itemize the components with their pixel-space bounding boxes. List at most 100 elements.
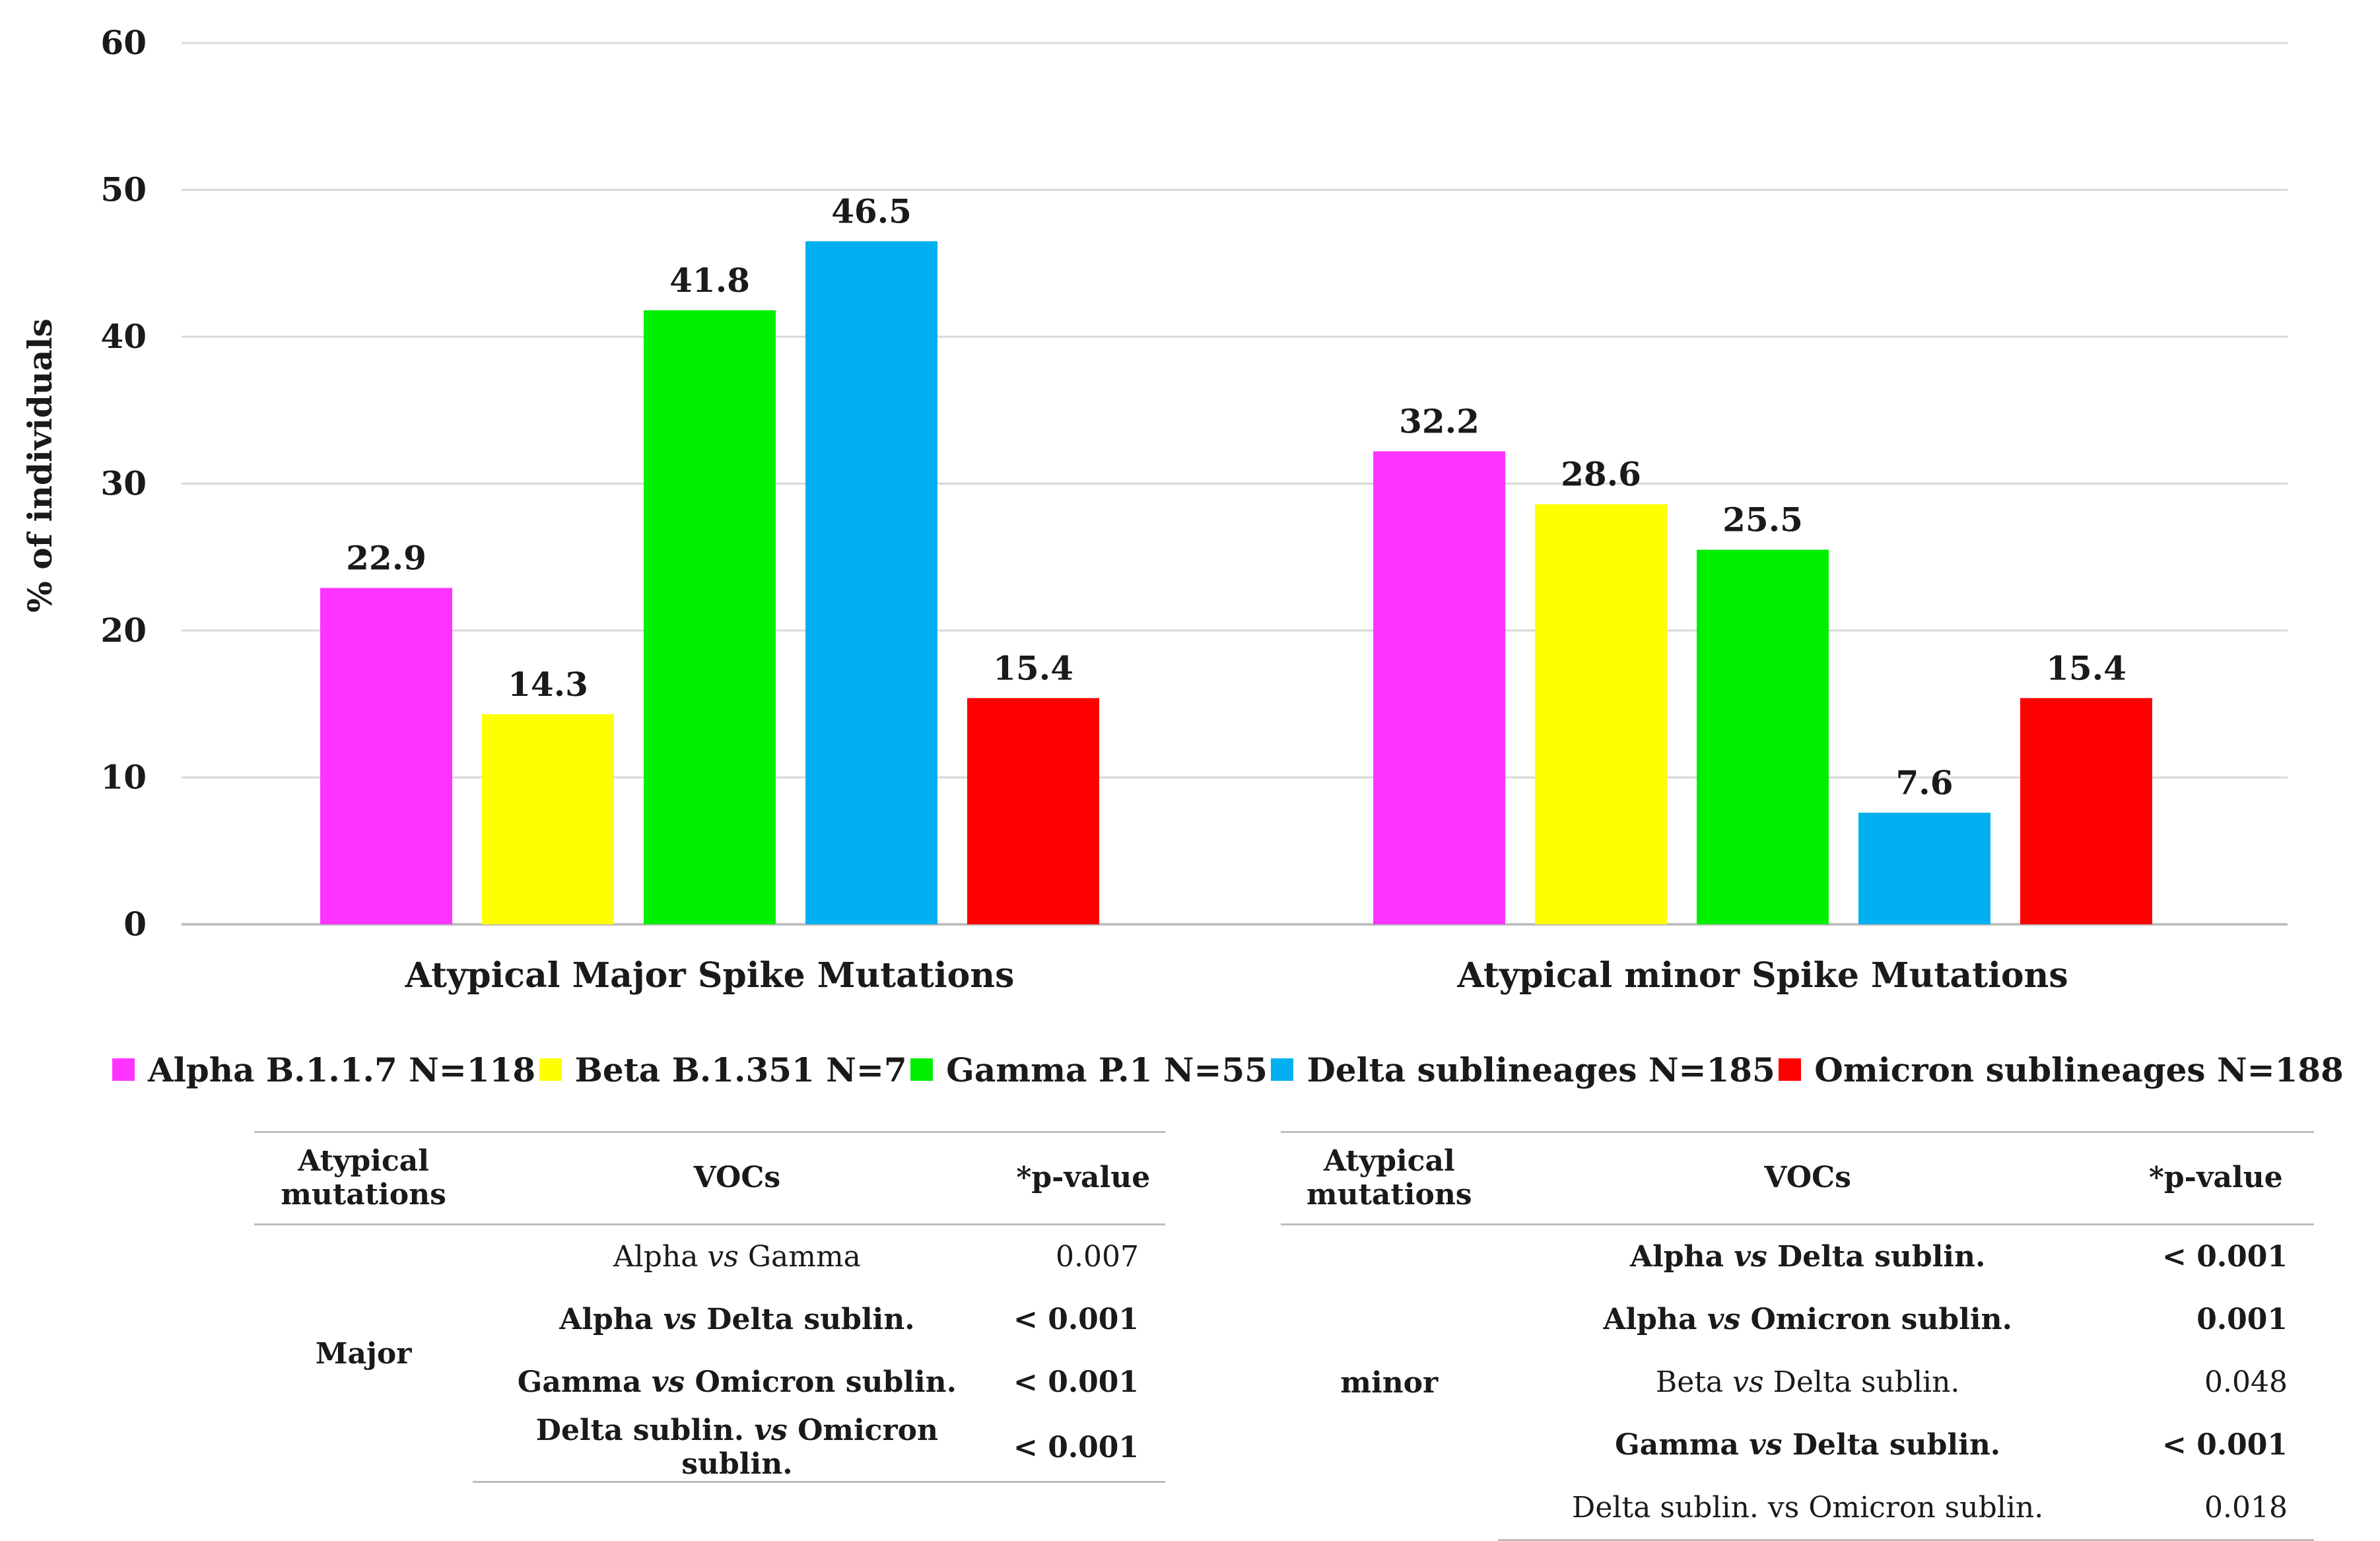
vs-label: vs (1738, 1428, 1792, 1462)
bar-value-label: 25.5 (1722, 500, 1803, 539)
vs-label: vs (653, 1303, 707, 1337)
vs-label: vs (698, 1240, 748, 1274)
table-row: Alpha vs Delta sublin. < 0.001 (254, 1288, 1165, 1351)
legend-label: Omicron sublineages N=188 (1814, 1050, 2344, 1089)
legend-swatch (1779, 1058, 1802, 1081)
minor-mutations-table: Atypical mutations VOCs *p-value minor Al… (1281, 1130, 2314, 1541)
bar-value-label: 22.9 (346, 538, 426, 577)
legend-swatch (1271, 1058, 1294, 1081)
p-value: < 0.001 (1013, 1303, 1139, 1337)
vs-label: vs (1697, 1303, 1751, 1337)
pvalue-header: *p-value (2117, 1130, 2314, 1226)
voc-comparison: Alpha vs Delta sublin. (559, 1303, 915, 1337)
table-row: Delta sublin. vs Omicron sublin. < 0.001 (254, 1414, 1165, 1484)
p-value: 0.018 (2117, 1476, 2314, 1541)
legend-swatch (910, 1058, 934, 1081)
legend-item: Omicron sublineages N=188 (1779, 1050, 2344, 1089)
table-header-row: Atypical mutations VOCs *p-value (1281, 1130, 2314, 1226)
minor-table-body: minor Alpha vs Delta sublin. < 0.001 Alpha … (1281, 1225, 2314, 1541)
x-category-label: Atypical Major Spike Mutations (405, 955, 1015, 996)
legend-label: Alpha B.1.1.7 N=118 (148, 1050, 536, 1089)
mutation-group-label: Major (315, 1336, 412, 1371)
y-tick-label: 0 (123, 905, 147, 943)
vs-label: vs (1758, 1491, 1809, 1525)
table-header-row: Atypical mutations VOCs *p-value (254, 1130, 1165, 1226)
bar-minor-alpha (1373, 451, 1505, 924)
voc-comparison: Alpha vs Gamma (613, 1240, 861, 1274)
x-category-label: Atypical minor Spike Mutations (1456, 955, 2068, 996)
major-mutations-table: Atypical mutations VOCs *p-value Major Al… (254, 1130, 1165, 1484)
legend-item: Delta sublineages N=185 (1271, 1050, 1775, 1089)
bar-value-label: 15.4 (2046, 648, 2126, 687)
p-value: < 0.001 (2162, 1428, 2288, 1462)
legend-item: Beta B.1.351 N=7 (539, 1050, 907, 1089)
table-row: Major Alpha vs Gamma 0.007 (254, 1225, 1165, 1371)
y-axis-label: % of individuals (20, 318, 59, 612)
bar-major-omicron (967, 698, 1099, 924)
legend-label: Delta sublineages N=185 (1307, 1050, 1775, 1089)
voc-comparison: Alpha vs Omicron sublin. (1603, 1303, 2012, 1337)
voc-comparison: Beta vs Delta sublin. (1655, 1365, 1960, 1400)
vocs-header: VOCs (1497, 1130, 2118, 1226)
table-row: minor Alpha vs Delta sublin. < 0.001 (1281, 1225, 2314, 1400)
bar-value-label: 7.6 (1896, 763, 1954, 802)
y-tick-label: 20 (100, 611, 147, 650)
chart-legend: Alpha B.1.1.7 N=118 Beta B.1.351 N=7 Gamma… (112, 1040, 2344, 1099)
bar-major-beta (482, 714, 614, 924)
bars (320, 241, 2152, 924)
table-row: Gamma vs Delta sublin. < 0.001 (1281, 1414, 2314, 1476)
bar-value-label: 46.5 (831, 191, 912, 230)
p-value: < 0.001 (2162, 1240, 2288, 1274)
p-value: 0.048 (2204, 1365, 2288, 1400)
bar-value-label: 41.8 (669, 261, 750, 300)
bar-value-label: 28.6 (1561, 455, 1641, 494)
bar-minor-delta (1858, 812, 1990, 924)
bar-minor-gamma (1697, 549, 1829, 924)
table-row: Beta vs Delta sublin. 0.048 (1281, 1351, 2314, 1414)
pvalue-header: *p-value (1001, 1130, 1165, 1226)
legend-label: Beta B.1.351 N=7 (574, 1050, 907, 1089)
p-value: 0.001 (2196, 1303, 2288, 1337)
y-tick-label: 10 (100, 758, 147, 797)
bar-value-labels: 22.9 14.3 41.8 46.5 15.4 32.2 28.6 25.5 7.6 15.4 (346, 191, 2126, 802)
mutations-header: Atypical mutations (1281, 1130, 1498, 1226)
mutations-header: Atypical mutations (254, 1130, 473, 1226)
table-row: Gamma vs Omicron sublin. < 0.001 (254, 1351, 1165, 1414)
voc-comparison: Gamma vs Omicron sublin. (517, 1365, 957, 1400)
bar-minor-beta (1535, 504, 1667, 924)
x-category-labels: Atypical Major Spike Mutations Atypical m… (405, 955, 2068, 996)
legend-item: Alpha B.1.1.7 N=118 (112, 1050, 535, 1089)
legend-label: Gamma P.1 N=55 (946, 1050, 1268, 1089)
y-tick-label: 60 (100, 23, 147, 62)
bar-major-delta (805, 241, 937, 924)
p-value: < 0.001 (1013, 1365, 1139, 1400)
table-row: Alpha vs Omicron sublin. 0.001 (1281, 1288, 2314, 1351)
legend-swatch (112, 1058, 135, 1081)
bar-value-label: 15.4 (993, 648, 1073, 687)
voc-comparison: Delta sublin. vs Omicron sublin. (473, 1414, 1002, 1484)
legend-swatch (539, 1058, 562, 1081)
major-table-body: Major Alpha vs Gamma 0.007 Alpha vs Delta s… (254, 1225, 1165, 1484)
voc-comparison: Delta sublin. vs Omicron sublin. (1497, 1476, 2118, 1541)
y-tick-label: 50 (100, 170, 147, 209)
vs-label: vs (744, 1414, 798, 1448)
voc-comparison: Alpha vs Delta sublin. (1629, 1240, 1986, 1274)
legend-item: Gamma P.1 N=55 (910, 1050, 1268, 1089)
mutation-group-label: minor (1340, 1365, 1439, 1400)
bar-minor-omicron (2020, 698, 2152, 924)
bar-value-label: 14.3 (508, 665, 588, 704)
vocs-header: VOCs (473, 1130, 1002, 1226)
y-tick-label: 40 (100, 317, 147, 356)
bar-value-label: 32.2 (1399, 402, 1479, 441)
voc-comparison: Gamma vs Delta sublin. (1615, 1428, 2001, 1462)
y-tick-labels: 0 10 20 30 40 50 60 (100, 23, 147, 943)
bar-chart: 0 10 20 30 40 50 60 22.9 14.3 41.8 46.5 15.4 32.2 28… (20, 23, 2288, 996)
vs-label: vs (1723, 1365, 1773, 1400)
bar-major-alpha (320, 588, 452, 924)
bar-major-gamma (644, 310, 776, 924)
p-value: 0.007 (1056, 1240, 1139, 1274)
vs-label: vs (641, 1365, 695, 1400)
y-tick-label: 30 (100, 464, 147, 503)
vs-label: vs (1724, 1240, 1778, 1274)
p-value: < 0.001 (1001, 1414, 1165, 1484)
